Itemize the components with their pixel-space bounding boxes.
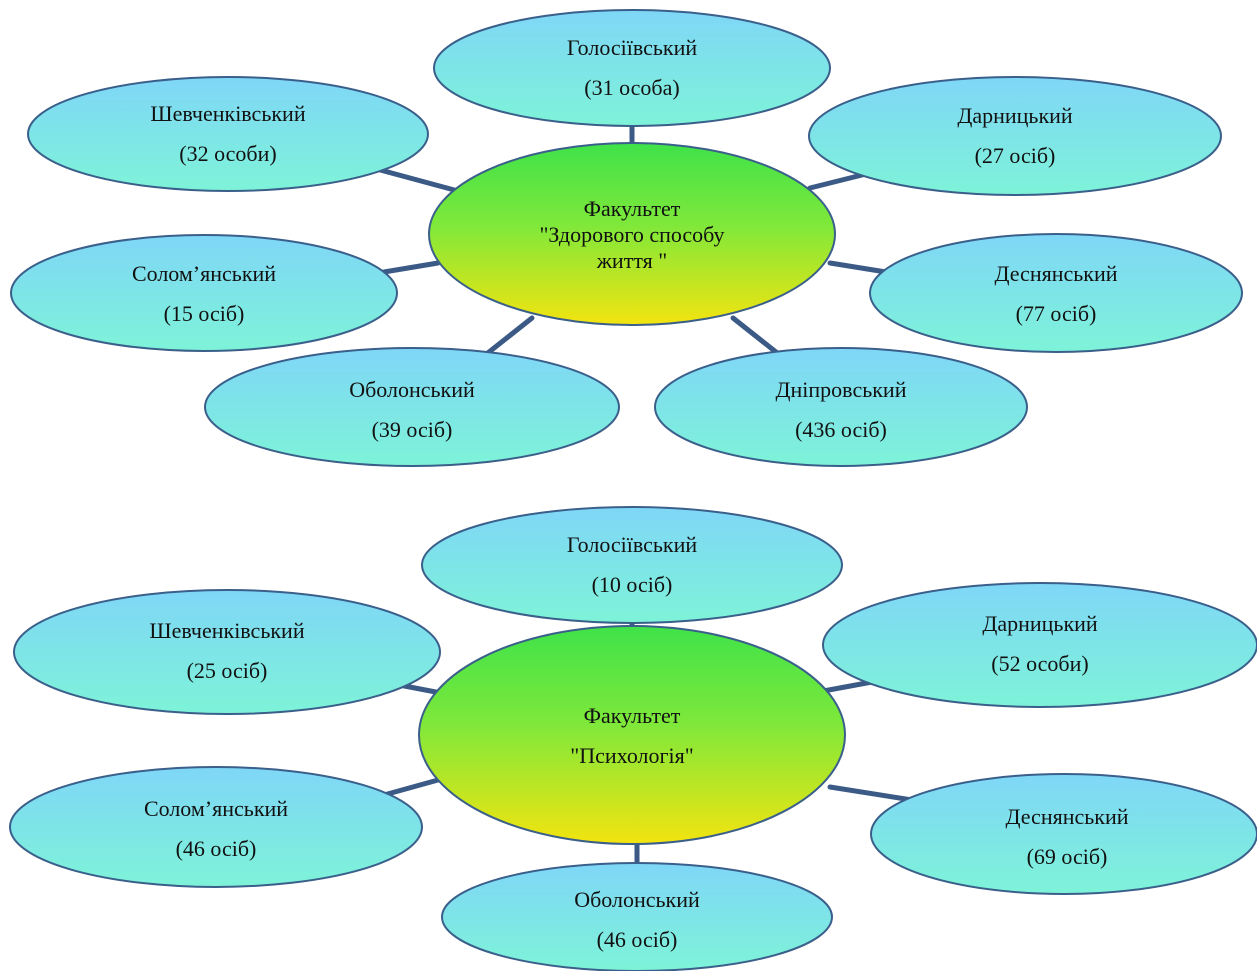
connector-desnianskyi-2 [827,784,915,803]
node-count: (32 особи) [179,141,277,166]
node-name: Деснянський [994,261,1118,286]
node-count: (25 осіб) [186,658,268,683]
node-ellipse-dniprovskyi-1 [654,347,1028,467]
diagram1-nodes [10,9,1243,467]
node-ellipse-shevchenkivskyi-2 [13,589,441,715]
node-ellipse-holosiivskyi-1 [433,9,831,127]
node-label-desnianskyi-2: Деснянський (69 осіб) [917,797,1217,877]
node-ellipse-darnytskyi-1 [808,76,1222,196]
node-name: Голосіївський [566,35,698,60]
center-label-2: Факультет "Психологія" [482,696,782,776]
center-ellipse-2 [418,625,846,845]
center-line3-1: життя " [596,248,668,273]
connector-solomianskyi-2 [381,777,441,798]
node-count: (10 осіб) [591,572,673,597]
node-ellipse-shevchenkivskyi-1 [27,76,429,192]
node-ellipse-desnianskyi-1 [869,233,1243,353]
node-name: Голосіївський [566,532,698,557]
center-line2-1: "Здорового способу [539,222,725,247]
node-name: Солом’янський [143,796,289,821]
connector-desnianskyi-1 [827,260,889,275]
connector-shevchenkivskyi-1 [370,165,461,194]
node-ellipse-solomianskyi-1 [10,234,398,352]
diagram1-connectors [370,122,889,359]
node-label-holosiivskyi-1: Голосіївський (31 особа) [482,28,782,108]
center-label-1: Факультет "Здорового способу життя " [470,180,794,290]
node-name: Дарницький [957,103,1073,128]
node-count: (39 осіб) [371,417,453,442]
node-count: (77 осіб) [1015,301,1097,326]
node-count: (52 особи) [991,651,1089,676]
connector-dniprovskyi-1 [730,315,784,359]
node-label-dniprovskyi-1: Дніпровський (436 осіб) [691,370,991,450]
node-label-obolonskyi-1: Оболонський (39 осіб) [262,370,562,450]
center-line1-2: Факультет [583,703,681,728]
connector-darnytskyi-1 [807,171,869,191]
node-count: (436 осіб) [795,417,887,442]
node-name: Оболонський [349,377,475,402]
node-label-shevchenkivskyi-2: Шевченківський (25 осіб) [77,611,377,691]
node-label-desnianskyi-1: Деснянський (77 осіб) [906,254,1206,334]
node-ellipse-solomianskyi-2 [9,766,423,888]
node-ellipse-desnianskyi-2 [870,773,1257,895]
node-count: (31 особа) [584,75,680,100]
node-ellipse-obolonskyi-1 [204,347,620,467]
node-name: Деснянський [1005,804,1129,829]
node-label-holosiivskyi-2: Голосіївський (10 осіб) [482,525,782,605]
node-count: (46 осіб) [596,927,678,952]
node-name: Солом’янський [131,261,277,286]
node-count: (69 осіб) [1026,844,1108,869]
connector-solomianskyi-1 [381,260,441,275]
node-label-darnytskyi-2: Дарницький (52 особи) [890,604,1190,684]
center-ellipse-1 [428,142,836,326]
node-ellipse-holosiivskyi-2 [421,506,843,624]
node-label-solomianskyi-1: Солом’янський (15 осіб) [54,254,354,334]
node-name: Дарницький [982,611,1098,636]
connector-obolonskyi-1 [481,315,535,359]
node-ellipse-obolonskyi-2 [441,862,833,971]
node-count: (46 осіб) [175,836,257,861]
node-count: (15 осіб) [163,301,245,326]
node-name: Оболонський [574,887,700,912]
node-name: Дніпровський [775,377,907,402]
node-label-shevchenkivskyi-1: Шевченківський (32 особи) [78,94,378,174]
node-name: Шевченківський [150,101,306,126]
center-line2-2: "Психологія" [570,743,694,768]
node-label-darnytskyi-1: Дарницький (27 осіб) [865,96,1165,176]
node-name: Шевченківський [149,618,305,643]
node-label-solomianskyi-2: Солом’янський (46 осіб) [66,789,366,869]
center-line1-1: Факультет [583,196,681,221]
node-label-obolonskyi-2: Оболонський (46 осіб) [487,880,787,960]
node-ellipse-darnytskyi-2 [822,582,1257,708]
node-count: (27 осіб) [974,143,1056,168]
diagram2-nodes [9,506,1257,971]
